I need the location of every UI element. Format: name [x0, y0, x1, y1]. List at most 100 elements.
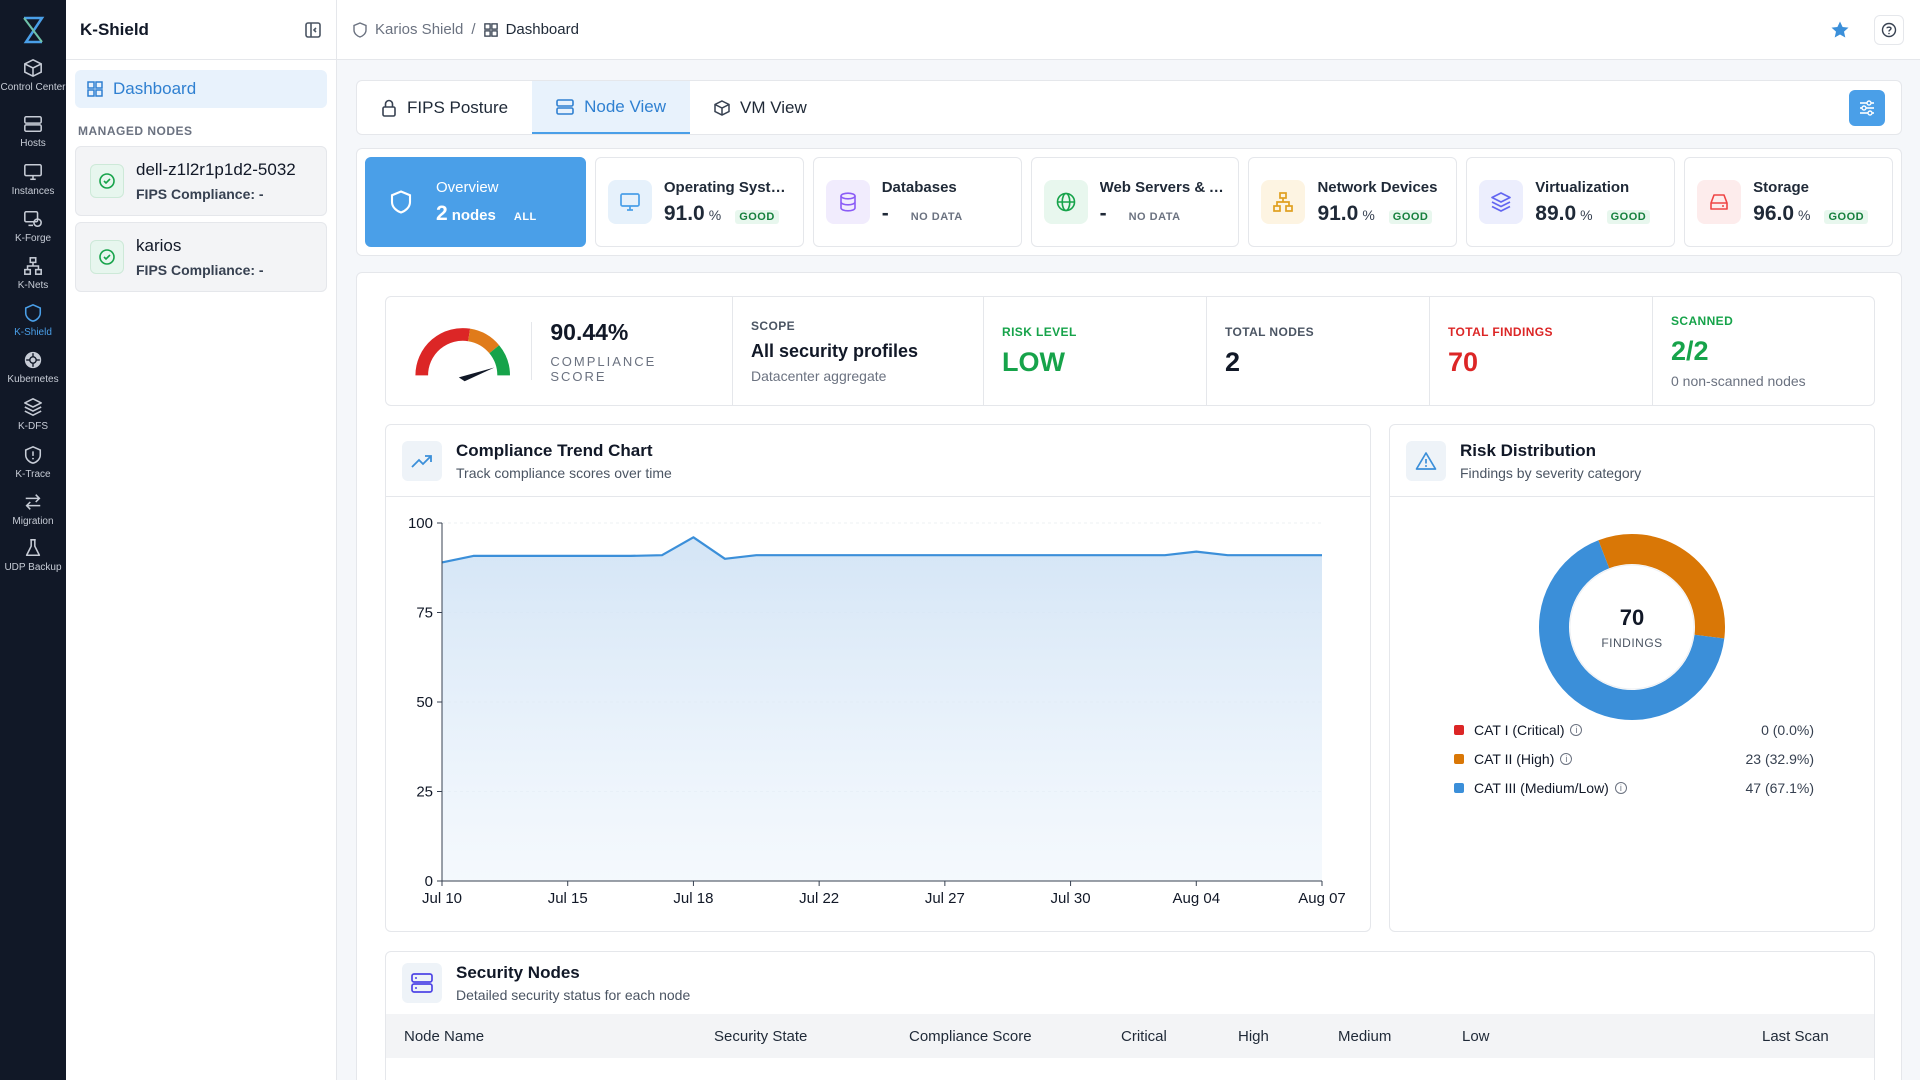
compliance-trend-card: Compliance Trend Chart Track compliance … [385, 424, 1371, 932]
y-tick-label: 75 [416, 605, 433, 622]
cube-icon [714, 99, 730, 116]
shield-icon [24, 303, 42, 322]
risk-distribution-card: Risk Distribution Findings by severity c… [1389, 424, 1875, 932]
collapse-sidebar-icon[interactable] [304, 21, 322, 39]
scope-value: All security profiles [751, 340, 919, 361]
database-icon [839, 192, 856, 212]
category-badge: GOOD [1388, 209, 1433, 224]
tab-node-view[interactable]: Node View [532, 81, 691, 134]
star-icon[interactable] [1830, 20, 1850, 40]
help-icon [1881, 22, 1897, 37]
category-unit: % [1580, 206, 1593, 223]
category-card-network-devices[interactable]: Network Devices 91.0 % GOOD [1248, 157, 1458, 247]
legend-row: CAT III (Medium/Low) i 47 (67.1%) [1454, 773, 1814, 802]
info-icon[interactable]: i [1614, 781, 1627, 794]
legend-row: CAT I (Critical) i 0 (0.0%) [1454, 715, 1814, 744]
rail-item-k-forge[interactable]: K-Forge [0, 209, 66, 245]
risk-donut-chart: 70 FINDINGS [1539, 534, 1725, 720]
compliance-score-stat: 90.44% COMPLIANCE SCORE [386, 297, 733, 405]
rail-item-k-trace[interactable]: K-Trace [0, 445, 66, 481]
rail-item-migration[interactable]: Migration [0, 492, 66, 528]
help-button[interactable] [1874, 14, 1904, 45]
category-card-operating-syste[interactable]: Operating Syste... 91.0 % GOOD [594, 157, 804, 247]
tab-vm-view[interactable]: VM View [690, 81, 831, 134]
category-title: Overview [436, 178, 499, 196]
category-icon [1697, 180, 1742, 224]
y-tick-label: 100 [408, 515, 433, 532]
total-findings-stat: TOTAL FINDINGS 70 [1430, 297, 1653, 405]
managed-nodes-heading: MANAGED NODES [78, 124, 193, 138]
rail-item-instances[interactable]: Instances [0, 162, 66, 198]
x-tick-label: Jul 27 [925, 890, 965, 907]
rail-item-hosts[interactable]: Hosts [0, 114, 66, 150]
x-tick-label: Jul 18 [673, 890, 713, 907]
x-tick-label: Aug 04 [1173, 890, 1221, 907]
category-badge: GOOD [1824, 209, 1869, 224]
category-card-overview[interactable]: Overview 2 nodes ALL [365, 157, 586, 247]
rail-item-k-shield[interactable]: K-Shield [0, 303, 66, 339]
category-card-databases[interactable]: Databases - NO DATA [812, 157, 1022, 247]
gauge-segment-1 [467, 328, 500, 354]
server-icon [556, 98, 574, 115]
column-header[interactable]: Last Scan [1762, 1027, 1829, 1045]
column-header[interactable]: Security State [714, 1027, 808, 1045]
rail-item-label: Instances [11, 186, 55, 197]
filter-settings-button[interactable] [1849, 89, 1885, 126]
category-badge: NO DATA [1128, 210, 1181, 223]
rail-item-label: K-Nets [17, 280, 49, 291]
rail-item-kubernetes[interactable]: Kubernetes [0, 350, 66, 386]
column-header[interactable]: High [1238, 1027, 1269, 1045]
rail-item-k-dfs[interactable]: K-DFS [0, 397, 66, 433]
x-tick-label: Jul 30 [1051, 890, 1091, 907]
y-tick-label: 25 [416, 784, 433, 801]
scope-label: SCOPE [751, 318, 796, 333]
tab-fips-posture[interactable]: FIPS Posture [357, 81, 532, 134]
risk-level-label: RISK LEVEL [1002, 324, 1077, 339]
info-icon[interactable]: i [1560, 752, 1573, 765]
top-bar: Karios Shield / Dashboard [337, 0, 1920, 60]
node-card[interactable]: dell-z1l2r1p1d2-5032 FIPS Compliance: - [75, 146, 327, 216]
node-name: dell-z1l2r1p1d2-5032 [136, 160, 296, 179]
scope-stat: SCOPE All security profiles Datacenter a… [733, 297, 984, 405]
category-title: Operating Syste... [663, 178, 791, 196]
rail-item-label: UDP Backup [4, 562, 62, 573]
compliance-trend-chart: 0 25 50 75 100 Jul 10 Jul 15 Jul 18 Jul 22 Jul 27… [408, 515, 1346, 907]
column-header[interactable]: Compliance Score [909, 1027, 1032, 1045]
breadcrumb-root[interactable]: Karios Shield [375, 21, 464, 38]
column-header[interactable]: Critical [1121, 1027, 1167, 1045]
server-icon [24, 115, 42, 133]
category-title: Virtualization [1535, 178, 1630, 196]
column-header[interactable]: Low [1462, 1027, 1490, 1045]
category-icon [607, 180, 652, 224]
gauge-segment-0 [415, 328, 471, 376]
y-tick-label: 50 [416, 694, 433, 711]
info-icon[interactable]: i [1570, 723, 1583, 736]
donut-slice-1[interactable] [1598, 534, 1725, 639]
node-card[interactable]: karios FIPS Compliance: - [75, 222, 327, 292]
category-icon [1261, 180, 1306, 224]
rail-item-control-center[interactable]: Control Center [0, 58, 66, 94]
column-header[interactable]: Medium [1338, 1027, 1392, 1045]
trending-up-icon [402, 440, 442, 481]
check-circle-icon [90, 164, 124, 198]
app-logo-icon [23, 16, 45, 44]
donut-slice-2[interactable] [1539, 540, 1725, 720]
category-badge: GOOD [1606, 209, 1651, 224]
rail-item-k-nets[interactable]: K-Nets [0, 256, 66, 292]
sidebar-item-dashboard[interactable]: Dashboard [75, 70, 327, 108]
rail-item-udp-backup[interactable]: UDP Backup [0, 538, 66, 574]
server-icon [402, 963, 442, 1003]
x-tick-label: Jul 10 [422, 890, 462, 907]
legend-value: 23 (32.9%) [1745, 750, 1814, 767]
category-card-web-servers-a[interactable]: Web Servers & A... - NO DATA [1030, 157, 1240, 247]
donut-center-label: FINDINGS [1601, 636, 1662, 650]
layers-icon [24, 398, 42, 416]
column-header[interactable]: Node Name [404, 1027, 485, 1045]
app-rail: Control Center Hosts Instances K-Forge K-Net… [0, 0, 66, 1080]
warning-icon [1406, 440, 1446, 481]
category-card-storage[interactable]: Storage 96.0 % GOOD [1684, 157, 1894, 247]
legend-value: 0 (0.0%) [1761, 721, 1814, 738]
risk-level-value: LOW [1002, 346, 1065, 377]
category-card-virtualization[interactable]: Virtualization 89.0 % GOOD [1466, 157, 1676, 247]
trace-shield-icon [24, 445, 42, 464]
